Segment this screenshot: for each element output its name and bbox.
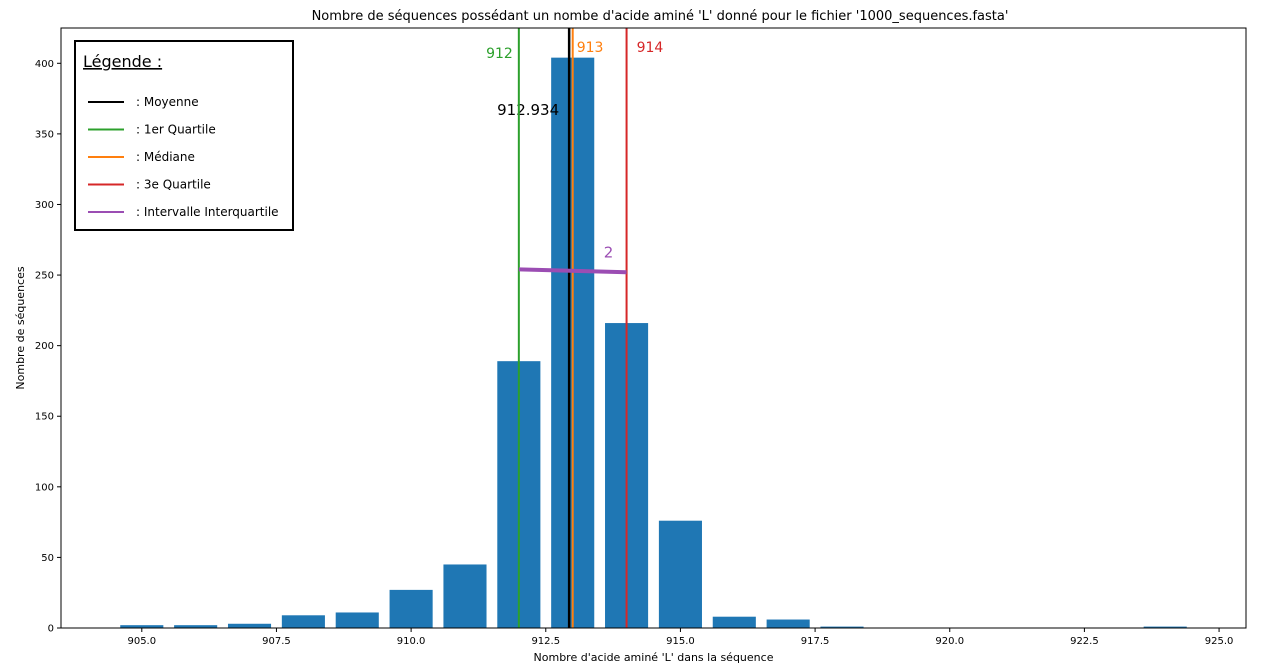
- plot-frame: [60, 27, 1247, 629]
- bar-907: [227, 623, 272, 628]
- bar-915: [658, 520, 702, 628]
- y-tick-label: 350: [35, 129, 54, 140]
- y-tick-label: 150: [35, 412, 54, 423]
- legend-entry-label: : Médiane: [136, 150, 195, 164]
- y-tick-label: 50: [41, 553, 54, 564]
- x-tick-label: 905.0: [127, 636, 156, 647]
- x-tick-label: 907.5: [262, 636, 291, 647]
- y-axis-label: Nombre de séquences: [14, 266, 27, 389]
- bar-924: [1143, 626, 1187, 628]
- x-tick-label: 910.0: [397, 636, 426, 647]
- bar-905: [120, 625, 164, 628]
- legend-entry-label: : Moyenne: [136, 95, 199, 109]
- bar-906: [174, 625, 218, 628]
- ref-label-1er-quartile: 912: [486, 46, 513, 62]
- y-tick-label: 200: [35, 341, 54, 352]
- legend-entry-label: : 3e Quartile: [136, 178, 211, 192]
- x-tick-label: 915.0: [666, 636, 695, 647]
- x-tick-label: 925.0: [1205, 636, 1234, 647]
- y-tick-label: 400: [35, 59, 54, 70]
- x-tick-label: 912.5: [531, 636, 560, 647]
- legend-box: [74, 40, 294, 231]
- bar-910: [389, 589, 433, 628]
- x-tick-label: 922.5: [1070, 636, 1099, 647]
- iqr-label: 2: [604, 243, 614, 261]
- ref-label-m-diane: 913: [577, 40, 604, 56]
- y-tick-label: 300: [35, 200, 54, 211]
- y-tick-label: 250: [35, 271, 54, 282]
- legend-title: Légende :: [83, 52, 162, 71]
- legend-entry-label: : Intervalle Interquartile: [136, 205, 279, 219]
- x-tick-label: 920.0: [935, 636, 964, 647]
- chart-title: Nombre de séquences possédant un nombe d…: [312, 9, 1009, 24]
- x-axis-label: Nombre d'acide aminé 'L' dans la séquenc…: [534, 651, 774, 664]
- y-tick-label: 100: [35, 482, 54, 493]
- bar-918: [820, 626, 864, 628]
- legend-entry-label: : 1er Quartile: [136, 123, 216, 137]
- axes-layer: 905.0 907.5 910.0 912.5 915.0 917.5 920.0 922.5…: [35, 59, 1233, 647]
- bar-917: [766, 619, 810, 628]
- bar-909: [335, 612, 379, 628]
- ref-label-3e-quartile: 914: [637, 40, 664, 56]
- reference-lines-layer: 912.934 912 913 914 2: [486, 28, 663, 628]
- iqr-line: [518, 267, 627, 275]
- bar-908: [281, 615, 325, 628]
- bar-916: [712, 616, 756, 628]
- y-tick-label: 0: [48, 624, 54, 635]
- legend-entries: : Moyenne : 1er Quartile : Médiane : 3e Qua…: [88, 95, 279, 219]
- legend: Légende : : Moyenne : 1er Quartile : Média…: [74, 40, 294, 231]
- x-tick-label: 917.5: [801, 636, 830, 647]
- ref-label-moyenne: 912.934: [497, 101, 559, 119]
- bar-911: [443, 564, 487, 628]
